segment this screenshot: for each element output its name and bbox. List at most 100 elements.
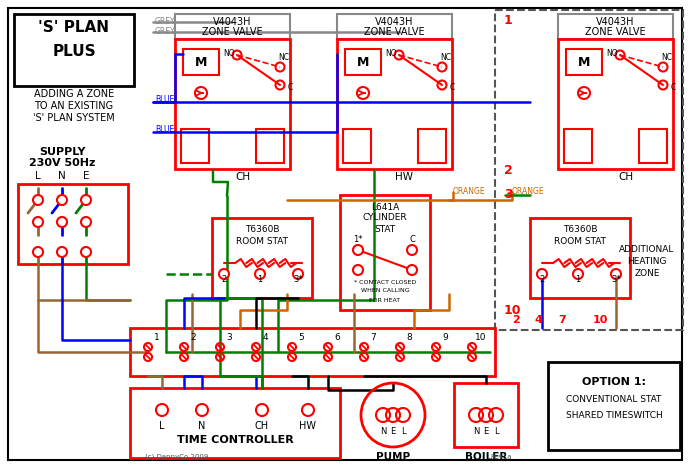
Text: 2: 2 [190, 332, 196, 342]
Text: M: M [578, 56, 590, 68]
Text: 3: 3 [226, 332, 232, 342]
Text: NC: NC [440, 52, 451, 61]
Circle shape [33, 195, 43, 205]
Text: NC: NC [278, 52, 289, 61]
Text: 7: 7 [370, 332, 376, 342]
FancyBboxPatch shape [14, 14, 134, 86]
Text: 3*: 3* [293, 276, 303, 285]
Text: BOILER: BOILER [465, 452, 507, 462]
Text: L: L [493, 427, 498, 437]
Text: TO AN EXISTING: TO AN EXISTING [34, 101, 114, 111]
Text: V4043H: V4043H [596, 17, 635, 27]
Text: * CONTACT CLOSED: * CONTACT CLOSED [354, 279, 416, 285]
Text: Rev1a: Rev1a [490, 454, 511, 460]
Text: 8: 8 [406, 332, 412, 342]
Circle shape [302, 404, 314, 416]
Text: ROOM STAT: ROOM STAT [554, 236, 606, 246]
Text: SHARED TIMESWITCH: SHARED TIMESWITCH [566, 410, 662, 419]
Text: ZONE VALVE: ZONE VALVE [202, 27, 263, 37]
Text: C: C [450, 82, 455, 92]
Text: STAT: STAT [375, 225, 395, 234]
Text: NO: NO [606, 49, 618, 58]
Circle shape [81, 247, 91, 257]
Text: NC: NC [661, 52, 672, 61]
Text: CH: CH [255, 421, 269, 431]
FancyBboxPatch shape [548, 362, 680, 450]
Text: CH: CH [618, 172, 633, 182]
Text: T6360B: T6360B [245, 226, 279, 234]
Circle shape [293, 269, 303, 279]
Text: TIME CONTROLLER: TIME CONTROLLER [177, 435, 293, 445]
Circle shape [196, 404, 208, 416]
Text: V4043H: V4043H [213, 17, 252, 27]
Text: E: E [484, 427, 489, 437]
Text: 1: 1 [257, 276, 263, 285]
Circle shape [57, 217, 67, 227]
Text: 230V 50Hz: 230V 50Hz [29, 158, 95, 168]
Text: ORANGE: ORANGE [453, 188, 486, 197]
FancyBboxPatch shape [558, 14, 673, 39]
Text: 1: 1 [154, 332, 160, 342]
Text: 6: 6 [334, 332, 340, 342]
Text: 2: 2 [512, 315, 520, 325]
Text: WHEN CALLING: WHEN CALLING [361, 288, 409, 293]
Text: HEATING: HEATING [627, 257, 667, 266]
Text: NO: NO [223, 49, 235, 58]
Text: M: M [195, 56, 207, 68]
Text: BLUE: BLUE [155, 125, 175, 134]
Text: PLUS: PLUS [52, 44, 96, 59]
Text: HW: HW [395, 172, 413, 182]
Text: 4: 4 [534, 315, 542, 325]
Circle shape [219, 269, 229, 279]
Text: 2: 2 [221, 276, 226, 285]
Text: 2: 2 [540, 276, 544, 285]
Text: V4043H: V4043H [375, 17, 414, 27]
Text: 5: 5 [298, 332, 304, 342]
Circle shape [407, 265, 417, 275]
Text: 10: 10 [592, 315, 608, 325]
Text: (c) DannyCo 2009: (c) DannyCo 2009 [145, 454, 208, 460]
Text: CH: CH [235, 172, 250, 182]
Circle shape [33, 217, 43, 227]
Text: 10: 10 [475, 332, 486, 342]
Text: CYLINDER: CYLINDER [363, 213, 407, 222]
Circle shape [156, 404, 168, 416]
Text: 'S' PLAN SYSTEM: 'S' PLAN SYSTEM [33, 113, 115, 123]
Text: ZONE VALVE: ZONE VALVE [364, 27, 425, 37]
Text: GREY: GREY [155, 16, 176, 25]
Text: 9: 9 [442, 332, 448, 342]
Circle shape [573, 269, 583, 279]
FancyBboxPatch shape [175, 14, 290, 39]
Text: CONVENTIONAL STAT: CONVENTIONAL STAT [566, 395, 662, 404]
Text: L: L [159, 421, 165, 431]
Text: 2: 2 [504, 163, 513, 176]
Text: 'S' PLAN: 'S' PLAN [39, 21, 110, 36]
Text: E: E [83, 171, 89, 181]
Circle shape [81, 217, 91, 227]
Text: 4: 4 [262, 332, 268, 342]
Text: L: L [35, 171, 41, 181]
Circle shape [256, 404, 268, 416]
Circle shape [33, 247, 43, 257]
Text: 1: 1 [504, 14, 513, 27]
Circle shape [255, 269, 265, 279]
Text: ADDING A ZONE: ADDING A ZONE [34, 89, 114, 99]
Circle shape [57, 247, 67, 257]
Text: ROOM STAT: ROOM STAT [236, 236, 288, 246]
Text: HW: HW [299, 421, 317, 431]
Text: 3*: 3* [611, 276, 621, 285]
Text: 10: 10 [504, 304, 522, 316]
Text: FOR HEAT: FOR HEAT [369, 298, 401, 302]
Text: N: N [198, 421, 206, 431]
Text: ZONE: ZONE [634, 270, 660, 278]
Text: C: C [409, 235, 415, 244]
Text: OPTION 1:: OPTION 1: [582, 377, 646, 387]
Text: 3: 3 [504, 189, 513, 202]
Text: 7: 7 [558, 315, 566, 325]
Text: ZONE VALVE: ZONE VALVE [585, 27, 646, 37]
Circle shape [407, 245, 417, 255]
Circle shape [353, 245, 363, 255]
Text: E: E [391, 427, 395, 437]
Text: PUMP: PUMP [376, 452, 410, 462]
Text: L641A: L641A [371, 203, 399, 212]
